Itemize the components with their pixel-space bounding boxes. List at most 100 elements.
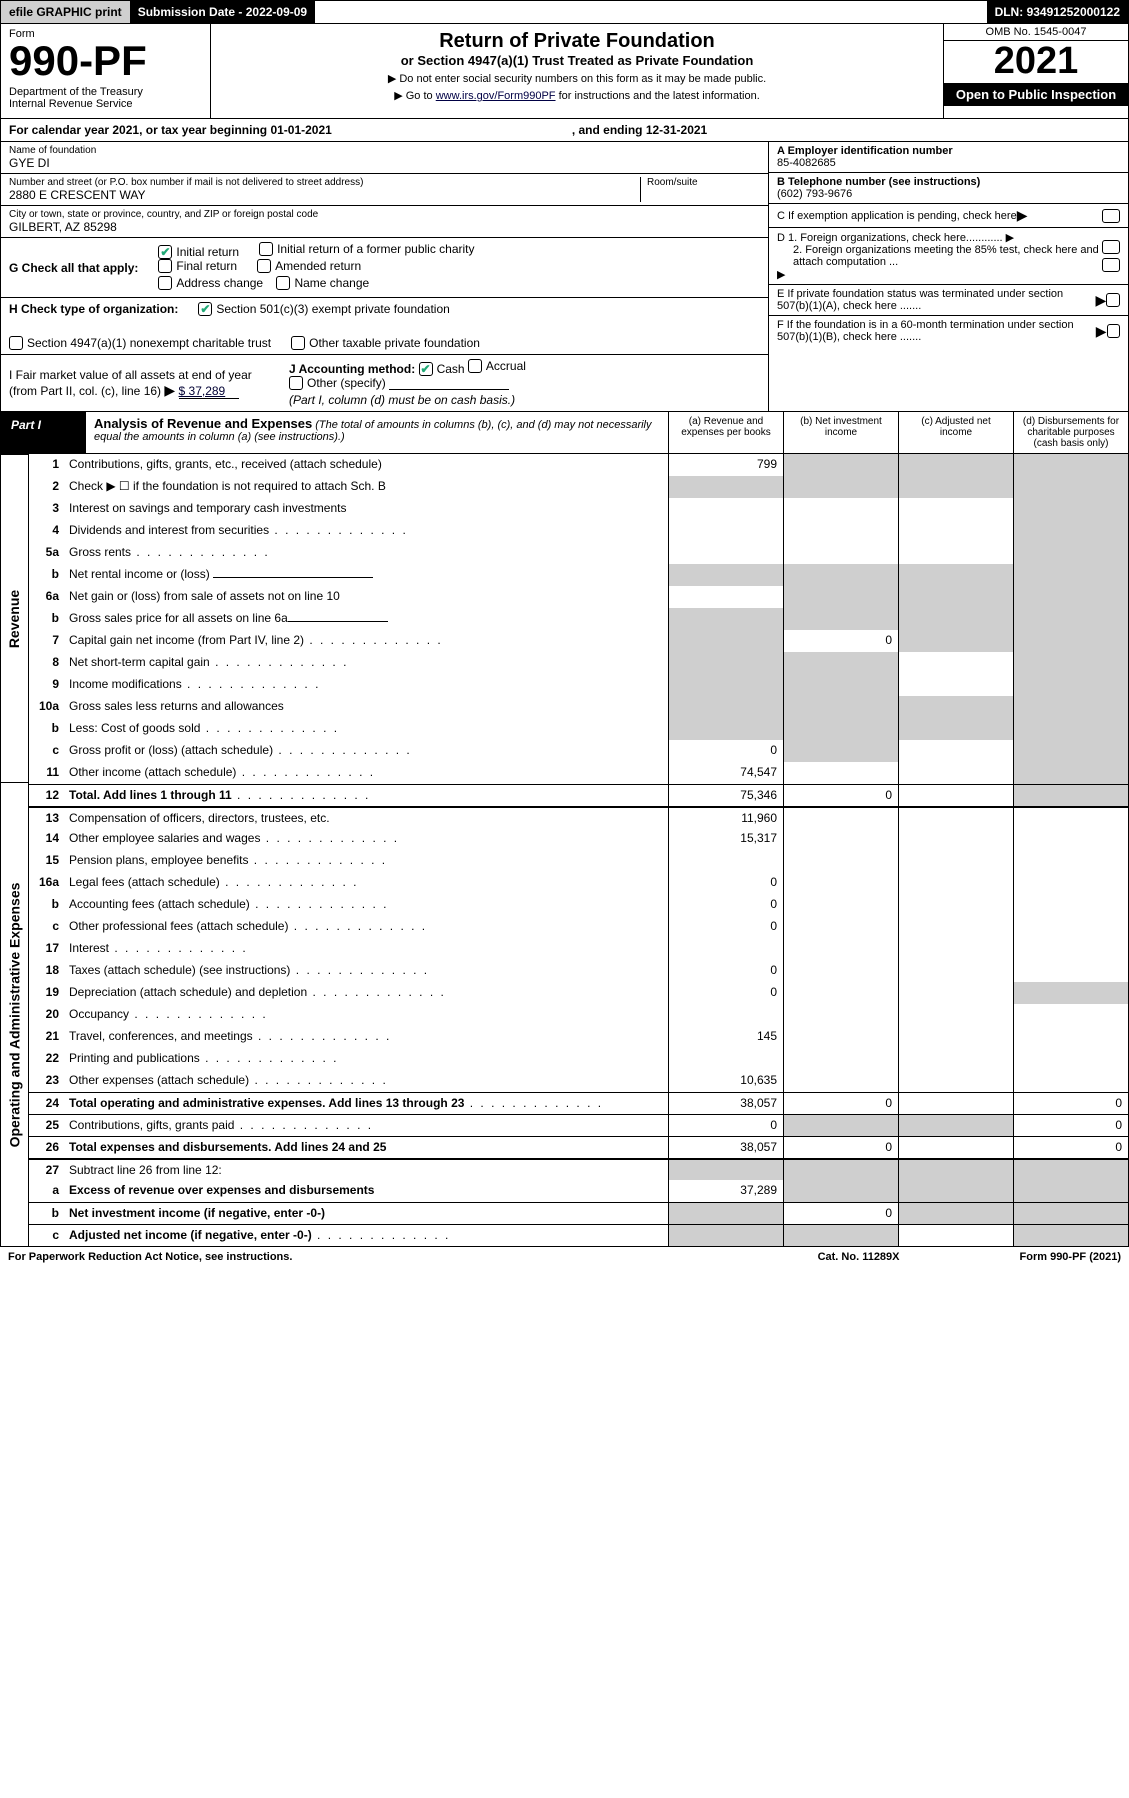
part1-header: Part I Analysis of Revenue and Expenses … xyxy=(0,412,1129,454)
row-16b: bAccounting fees (attach schedule)0 xyxy=(29,894,1128,916)
row-10b: bLess: Cost of goods sold xyxy=(29,718,1128,740)
initial-former-check[interactable]: Initial return of a former public charit… xyxy=(259,242,474,256)
tax-year: 2021 xyxy=(944,41,1128,83)
calendar-year-row: For calendar year 2021, or tax year begi… xyxy=(0,119,1129,142)
expenses-label: Operating and Administrative Expenses xyxy=(1,782,29,1246)
row-9: 9Income modifications xyxy=(29,674,1128,696)
form-note-2: ▶ Go to www.irs.gov/Form990PF for instru… xyxy=(221,89,933,102)
row-5b: bNet rental income or (loss) xyxy=(29,564,1128,586)
e-checkbox[interactable] xyxy=(1106,293,1120,307)
omb-number: OMB No. 1545-0047 xyxy=(944,24,1128,41)
city-row: City or town, state or province, country… xyxy=(1,206,768,238)
accrual-check[interactable]: Accrual xyxy=(468,359,526,373)
row-1: 1Contributions, gifts, grants, etc., rec… xyxy=(29,454,1128,476)
row-20: 20Occupancy xyxy=(29,1004,1128,1026)
name-row: Name of foundation GYE DI xyxy=(1,142,768,174)
part1-title: Analysis of Revenue and Expenses (The to… xyxy=(86,412,668,453)
f-row: F If the foundation is in a 60-month ter… xyxy=(769,316,1128,346)
irs-link[interactable]: www.irs.gov/Form990PF xyxy=(436,90,556,102)
footer-right: Form 990-PF (2021) xyxy=(1020,1251,1121,1263)
part1-label: Part I xyxy=(1,412,86,453)
row-27b: bNet investment income (if negative, ent… xyxy=(29,1202,1128,1224)
form-id-block: Form 990-PF Department of the Treasury I… xyxy=(1,24,211,118)
address-row: Number and street (or P.O. box number if… xyxy=(1,174,768,206)
col-d-hdr: (d) Disbursements for charitable purpose… xyxy=(1013,412,1128,453)
column-headers: (a) Revenue and expenses per books (b) N… xyxy=(668,412,1128,453)
row-6b: bGross sales price for all assets on lin… xyxy=(29,608,1128,630)
g-check-row: G Check all that apply: ✔Initial return … xyxy=(1,238,768,298)
d1-checkbox[interactable] xyxy=(1102,240,1120,254)
row-10a: 10aGross sales less returns and allowanc… xyxy=(29,696,1128,718)
row-16c: cOther professional fees (attach schedul… xyxy=(29,916,1128,938)
row-27: 27Subtract line 26 from line 12: xyxy=(29,1158,1128,1180)
address-change-check[interactable]: Address change xyxy=(158,276,263,290)
row-22: 22Printing and publications xyxy=(29,1048,1128,1070)
row-13: 13Compensation of officers, directors, t… xyxy=(29,806,1128,828)
name-change-check[interactable]: Name change xyxy=(276,276,369,290)
row-27c: cAdjusted net income (if negative, enter… xyxy=(29,1224,1128,1246)
table-rows: 1Contributions, gifts, grants, etc., rec… xyxy=(29,454,1128,1246)
col-a-hdr: (a) Revenue and expenses per books xyxy=(668,412,783,453)
row-14: 14Other employee salaries and wages15,31… xyxy=(29,828,1128,850)
row-18: 18Taxes (attach schedule) (see instructi… xyxy=(29,960,1128,982)
open-inspection: Open to Public Inspection xyxy=(944,83,1128,106)
amended-return-check[interactable]: Amended return xyxy=(257,259,361,273)
row-16a: 16aLegal fees (attach schedule)0 xyxy=(29,872,1128,894)
row-5a: 5aGross rents xyxy=(29,542,1128,564)
row-21: 21Travel, conferences, and meetings145 xyxy=(29,1026,1128,1048)
row-27a: aExcess of revenue over expenses and dis… xyxy=(29,1180,1128,1202)
row-10c: cGross profit or (loss) (attach schedule… xyxy=(29,740,1128,762)
c-row: C If exemption application is pending, c… xyxy=(769,204,1128,228)
row-2: 2Check ▶ ☐ if the foundation is not requ… xyxy=(29,476,1128,498)
other-taxable-check[interactable]: Other taxable private foundation xyxy=(291,336,480,350)
footer: For Paperwork Reduction Act Notice, see … xyxy=(0,1247,1129,1267)
form-header: Form 990-PF Department of the Treasury I… xyxy=(0,24,1129,119)
501c3-check[interactable]: ✔Section 501(c)(3) exempt private founda… xyxy=(198,302,449,316)
form-title: Return of Private Foundation xyxy=(221,30,933,53)
cash-check[interactable]: ✔Cash xyxy=(419,362,465,376)
final-return-check[interactable]: Final return xyxy=(158,259,237,273)
row-23: 23Other expenses (attach schedule)10,635 xyxy=(29,1070,1128,1092)
form-number: 990-PF xyxy=(9,40,202,82)
row-15: 15Pension plans, employee benefits xyxy=(29,850,1128,872)
4947-check[interactable]: Section 4947(a)(1) nonexempt charitable … xyxy=(9,336,271,350)
e-row: E If private foundation status was termi… xyxy=(769,285,1128,316)
main-table: Revenue Operating and Administrative Exp… xyxy=(0,454,1129,1247)
row-19: 19Depreciation (attach schedule) and dep… xyxy=(29,982,1128,1004)
col-c-hdr: (c) Adjusted net income xyxy=(898,412,1013,453)
row-26: 26Total expenses and disbursements. Add … xyxy=(29,1136,1128,1158)
entity-info: Name of foundation GYE DI Number and str… xyxy=(0,142,1129,412)
dept-label: Department of the Treasury Internal Reve… xyxy=(9,86,202,110)
ein-row: A Employer identification number 85-4082… xyxy=(769,142,1128,173)
f-checkbox[interactable] xyxy=(1107,324,1120,338)
ij-row: I Fair market value of all assets at end… xyxy=(1,355,768,411)
row-6a: 6aNet gain or (loss) from sale of assets… xyxy=(29,586,1128,608)
phone-row: B Telephone number (see instructions) (6… xyxy=(769,173,1128,204)
year-block: OMB No. 1545-0047 2021 Open to Public In… xyxy=(943,24,1128,118)
footer-left: For Paperwork Reduction Act Notice, see … xyxy=(8,1251,292,1263)
footer-mid: Cat. No. 11289X xyxy=(818,1251,900,1263)
row-24: 24Total operating and administrative exp… xyxy=(29,1092,1128,1114)
d2-checkbox[interactable] xyxy=(1102,258,1120,272)
other-method-check[interactable]: Other (specify) xyxy=(289,376,386,390)
efile-label[interactable]: efile GRAPHIC print xyxy=(1,1,130,23)
row-12: 12Total. Add lines 1 through 1175,3460 xyxy=(29,784,1128,806)
topbar: efile GRAPHIC print Submission Date - 20… xyxy=(0,0,1129,24)
row-8: 8Net short-term capital gain xyxy=(29,652,1128,674)
col-b-hdr: (b) Net investment income xyxy=(783,412,898,453)
submission-date: Submission Date - 2022-09-09 xyxy=(130,1,315,23)
sidebar: Revenue Operating and Administrative Exp… xyxy=(1,454,29,1246)
initial-return-check[interactable]: ✔Initial return xyxy=(158,245,239,259)
h-check-row: H Check type of organization: ✔Section 5… xyxy=(1,298,768,355)
row-11: 11Other income (attach schedule)74,547 xyxy=(29,762,1128,784)
row-7: 7Capital gain net income (from Part IV, … xyxy=(29,630,1128,652)
dln: DLN: 93491252000122 xyxy=(987,1,1128,23)
row-4: 4Dividends and interest from securities xyxy=(29,520,1128,542)
row-17: 17Interest xyxy=(29,938,1128,960)
row-25: 25Contributions, gifts, grants paid00 xyxy=(29,1114,1128,1136)
form-title-block: Return of Private Foundation or Section … xyxy=(211,24,943,118)
row-3: 3Interest on savings and temporary cash … xyxy=(29,498,1128,520)
form-note-1: ▶ Do not enter social security numbers o… xyxy=(221,72,933,85)
c-checkbox[interactable] xyxy=(1102,209,1120,223)
fmv-value[interactable]: $ 37,289 xyxy=(179,384,239,399)
